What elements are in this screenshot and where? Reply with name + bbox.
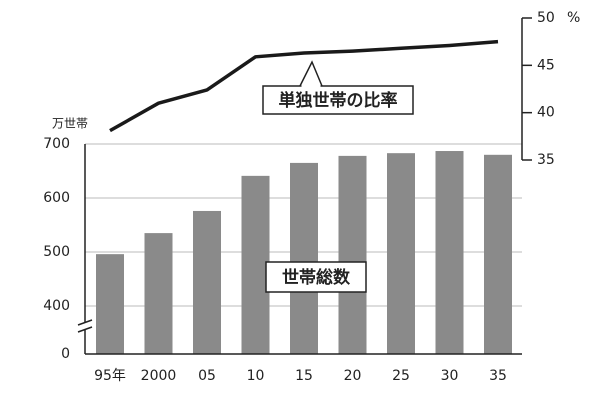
bar (241, 175, 270, 354)
label-box (265, 261, 367, 293)
x-tick-label: 95年 (94, 368, 126, 384)
bar (96, 254, 124, 354)
x-tick-label: 15 (295, 368, 313, 384)
x-tick-label: 25 (392, 368, 410, 384)
y-tick-label: 700 (43, 136, 70, 152)
x-tick-label: 20 (344, 368, 362, 384)
callout-box (262, 85, 414, 115)
x-tick-label: 10 (247, 368, 265, 384)
axis-break-gap (77, 322, 93, 330)
y-axis-label: 万世帯 (52, 117, 88, 131)
y-tick-label: 400 (43, 298, 70, 314)
axis-break-mark (77, 319, 93, 326)
callout-cover (301, 85, 321, 88)
marks (96, 39, 512, 354)
legend-label: 世帯総数 (282, 267, 351, 288)
y-tick-label: 500 (43, 244, 70, 260)
y2-tick-label: 50 (537, 10, 555, 26)
line (109, 39, 499, 133)
x-tick-label: 05 (198, 368, 216, 384)
y2-tick-label: 45 (537, 57, 555, 73)
x-tick-label: 30 (441, 368, 459, 384)
callout (299, 60, 323, 87)
x-tick-label: 2000 (141, 368, 177, 384)
axis-break-mark (77, 326, 93, 333)
y2-unit: % (567, 10, 580, 26)
y2-tick-label: 35 (537, 152, 555, 168)
bar (387, 153, 415, 354)
bar (290, 162, 318, 354)
bar (338, 155, 367, 354)
x-tick-label: 35 (489, 368, 507, 384)
y2-tick-label: 40 (537, 105, 555, 121)
y-tick-label: 0 (61, 346, 70, 362)
y-tick-label: 600 (43, 190, 70, 206)
bar (435, 151, 464, 354)
bar (484, 154, 512, 354)
bar (144, 233, 173, 354)
bar (193, 210, 221, 354)
legend-label: 単独世帯の比率 (279, 90, 398, 111)
